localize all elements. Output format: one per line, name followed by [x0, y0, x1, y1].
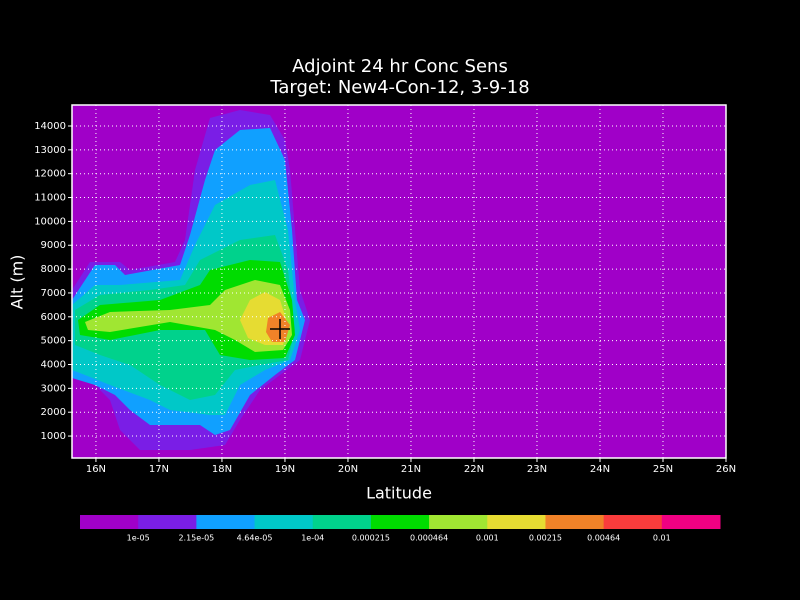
- y-tick-label: 4000: [41, 360, 66, 371]
- contour-region: [266, 312, 290, 342]
- chart-subtitle: Target: New4-Con-12, 3-9-18: [269, 77, 529, 98]
- colorbar-swatch: [487, 515, 546, 529]
- x-tick-label: 18N: [212, 464, 232, 475]
- contour-region: [85, 280, 292, 352]
- y-tick-label: 13000: [34, 145, 66, 156]
- y-tick-label: 8000: [41, 264, 66, 275]
- colorbar-swatch: [370, 515, 430, 529]
- colorbar-label: 0.001: [476, 534, 499, 543]
- colorbar-label: 0.000215: [352, 534, 390, 543]
- x-tick-label: 20N: [338, 464, 358, 475]
- y-tick-label: 11000: [34, 193, 66, 204]
- x-tick-label: 22N: [464, 464, 484, 475]
- y-tick-label: 7000: [41, 288, 66, 299]
- colorbar-swatch: [80, 515, 139, 529]
- x-axis-label: Latitude: [366, 484, 432, 503]
- x-tick-label: 24N: [590, 464, 610, 475]
- y-tick-label: 5000: [41, 336, 66, 347]
- colorbar-label: 0.00464: [587, 534, 620, 543]
- colorbar-swatch: [429, 515, 488, 529]
- y-tick-label: 2000: [41, 407, 66, 418]
- colorbar-swatch: [545, 515, 605, 529]
- colorbar-swatch: [138, 515, 197, 529]
- y-tick-label: 3000: [41, 383, 66, 394]
- x-tick-label: 16N: [86, 464, 106, 475]
- colorbar-label: 0.01: [653, 534, 671, 543]
- y-tick-label: 12000: [34, 169, 66, 180]
- colorbar-swatch: [196, 515, 256, 529]
- x-tick-label: 17N: [149, 464, 169, 475]
- colorbar-label: 0.000464: [410, 534, 448, 543]
- chart-title: Adjoint 24 hr Conc Sens: [292, 56, 508, 77]
- x-tick-label: 26N: [716, 464, 736, 475]
- colorbar-swatch: [312, 515, 372, 529]
- colorbar-swatch: [603, 515, 663, 529]
- y-tick-label: 1000: [41, 431, 66, 442]
- colorbar-label: 0.00215: [529, 534, 562, 543]
- colorbar-label: 4.64e-05: [237, 534, 273, 543]
- colorbar-swatch: [661, 515, 721, 529]
- colorbar-label: 1e-04: [301, 534, 324, 543]
- colorbar-label: 2.15e-05: [178, 534, 214, 543]
- plot-border: [71, 104, 727, 459]
- x-tick-label: 19N: [275, 464, 295, 475]
- x-tick-label: 25N: [653, 464, 673, 475]
- x-tick-label: 21N: [401, 464, 421, 475]
- y-tick-label: 10000: [34, 216, 66, 227]
- colorbar-label: 1e-05: [127, 534, 150, 543]
- y-tick-label: 9000: [41, 240, 66, 251]
- colorbar-swatch: [254, 515, 314, 529]
- y-tick-label: 6000: [41, 312, 66, 323]
- y-tick-label: 14000: [34, 121, 66, 132]
- x-tick-label: 23N: [527, 464, 547, 475]
- y-axis-label: Alt (m): [8, 255, 27, 310]
